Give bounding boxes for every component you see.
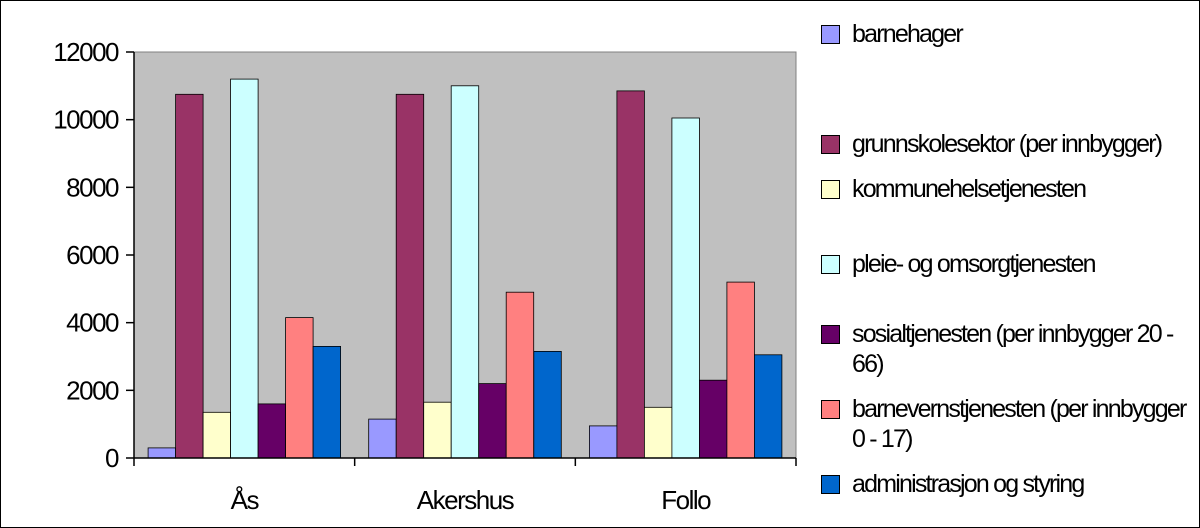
legend-item: pleie- og omsorgtjenesten	[821, 249, 1192, 279]
legend-label: administrasjon og styring	[852, 470, 1085, 498]
legend-item: kommunehelsetjenesten	[821, 174, 1192, 204]
legend-swatch	[821, 25, 840, 44]
legend-label: barnehager	[852, 20, 964, 48]
bar-2-2	[395, 93, 425, 459]
bar-3-1	[589, 425, 618, 459]
x-category-label: Ås	[231, 485, 260, 515]
legend-swatch	[821, 325, 840, 344]
legend-item: sosialtjenesten (per innbygger 20 - 66)	[821, 319, 1192, 379]
bar-3-5	[699, 379, 728, 459]
bar-2-4	[450, 85, 480, 459]
bars-group	[147, 78, 783, 459]
legend-label: grunnskolesektor (per innbygger)	[852, 130, 1163, 158]
y-tick-label: 0	[105, 443, 119, 473]
legend-item: barnevernstjenesten (per innbygger 0 - 1…	[821, 394, 1192, 454]
bar-2-1	[368, 418, 397, 459]
legend-label: sosialtjenesten (per innbygger 20 - 66)	[852, 320, 1174, 378]
legend-swatch	[821, 475, 840, 494]
x-ticks-group: Ås Akershus Follo	[133, 458, 797, 515]
legend-item: barnehager	[821, 19, 1192, 49]
y-tick-label: 2000	[66, 375, 119, 405]
bar-1-3	[202, 411, 232, 459]
legend-label: barnevernstjenesten (per innbygger 0 - 1…	[852, 395, 1187, 453]
bar-1-4	[230, 78, 259, 459]
y-tick-label: 4000	[66, 308, 119, 338]
bar-1-6	[285, 317, 314, 459]
bar-3-3	[644, 406, 673, 459]
bar-2-6	[505, 291, 535, 459]
bar-3-4	[671, 117, 700, 459]
x-category-label: Akershus	[417, 485, 515, 515]
bar-1-2	[175, 93, 204, 459]
legend-swatch	[821, 180, 840, 199]
bar-2-3	[423, 401, 452, 459]
bar-1-1	[147, 447, 177, 459]
bar-2-5	[478, 383, 507, 459]
legend-swatch	[821, 400, 840, 419]
bar-3-6	[726, 281, 755, 459]
legend-swatch	[821, 135, 840, 154]
bar-chart: 0 2000 4000 6000 8000 10000 12000 Ås Akershus Fo…	[53, 37, 797, 515]
legend-label: kommunehelsetjenesten	[852, 175, 1087, 203]
legend-label: pleie- og omsorgtjenesten	[852, 250, 1096, 278]
bar-2-7	[533, 350, 562, 459]
legend-item: administrasjon og styring	[821, 469, 1192, 499]
legend-swatch	[821, 255, 840, 274]
bar-3-7	[754, 354, 783, 459]
y-tick-label: 10000	[53, 105, 119, 135]
y-tick-label: 8000	[66, 172, 119, 202]
bar-1-5	[257, 403, 287, 459]
y-ticks-group: 0 2000 4000 6000 8000 10000 12000	[53, 37, 134, 473]
bar-1-7	[312, 345, 342, 459]
bar-3-2	[616, 90, 645, 459]
x-category-label: Follo	[661, 485, 711, 515]
y-tick-label: 12000	[53, 37, 119, 67]
legend-item: grunnskolesektor (per innbygger)	[821, 129, 1192, 159]
y-tick-label: 6000	[66, 240, 119, 270]
